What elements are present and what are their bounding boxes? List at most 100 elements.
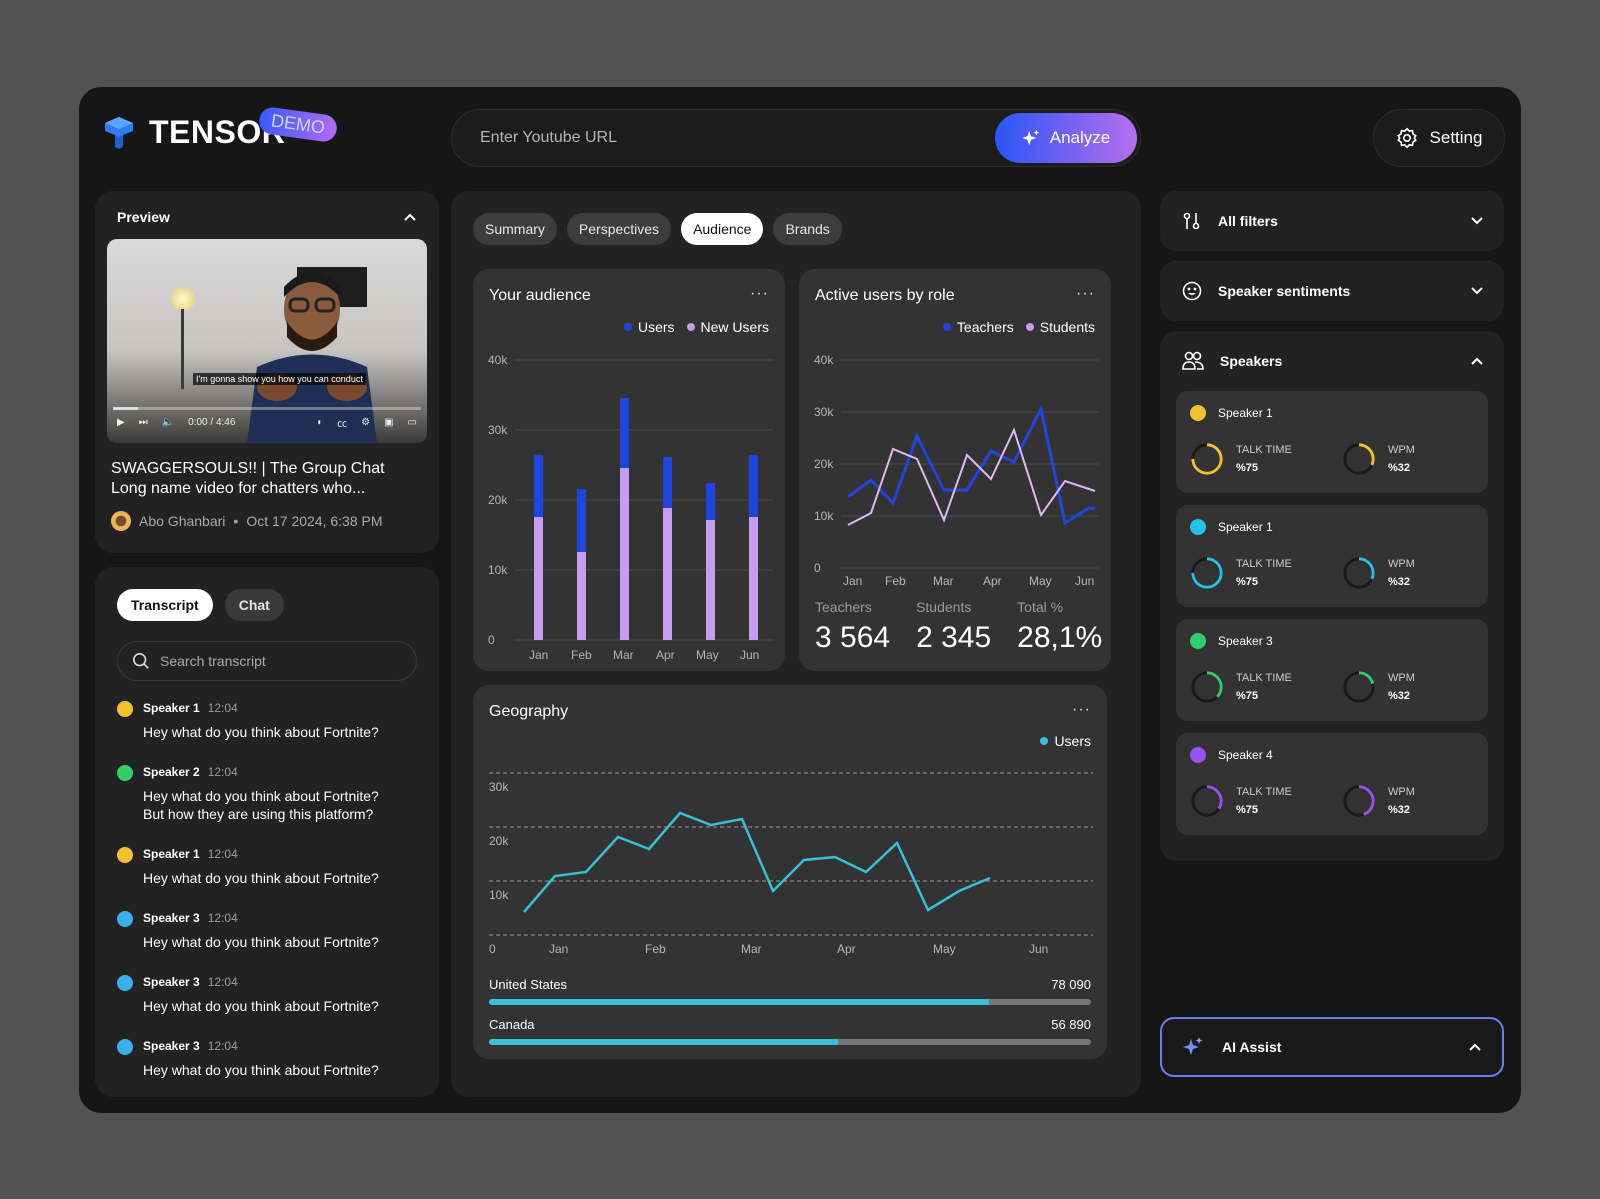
svg-text:20k: 20k (488, 493, 508, 507)
more-options-icon[interactable]: ··· (1076, 285, 1095, 302)
metric-value: %32 (1388, 690, 1411, 702)
stat-label: Total % (1017, 599, 1064, 615)
youtube-url-input[interactable] (452, 129, 995, 147)
message-text: Hey what do you think about Fortnite? (143, 724, 379, 740)
metric-label: TALK TIME (1236, 672, 1292, 684)
svg-text:Mar: Mar (613, 648, 634, 662)
stat-value: 2 345 (916, 621, 992, 654)
speaker-card[interactable]: Speaker 1 TALK TIME %75 WPM %32 (1176, 391, 1488, 493)
metric-value: %75 (1236, 576, 1259, 588)
more-options-icon[interactable]: ··· (750, 285, 769, 302)
wpm-ring-icon (1343, 557, 1375, 589)
theater-icon[interactable]: ▭ (407, 417, 417, 428)
svg-text:20k: 20k (489, 834, 509, 848)
stat-total: Total % 28,1% (1017, 599, 1102, 655)
country-value: 56 890 (1051, 1017, 1091, 1032)
svg-text:Apr: Apr (656, 648, 675, 662)
play-icon[interactable]: ▶ (117, 417, 125, 428)
metric-label: WPM (1388, 444, 1415, 456)
chevron-down-icon (1471, 217, 1483, 225)
filter-icon (1183, 212, 1200, 230)
chevron-up-icon[interactable] (403, 212, 417, 222)
speaker-dot (117, 1039, 133, 1055)
wpm-ring-icon (1343, 671, 1375, 703)
transcript-message: Speaker 1 12:04 Hey what do you think abou… (117, 699, 417, 741)
svg-text:Mar: Mar (741, 942, 762, 956)
talk-time-metric: TALK TIME %75 (1190, 555, 1292, 591)
video-date: Oct 17 2024, 6:38 PM (246, 513, 383, 529)
speaker-dot (117, 911, 133, 927)
speakers-panel: Speakers Speaker 1 TALK TIME %75 WPM %32 S… (1160, 331, 1504, 861)
ai-assist-button[interactable]: AI Assist (1160, 1017, 1504, 1077)
country-value: 78 090 (1051, 977, 1091, 992)
more-options-icon[interactable]: ··· (1072, 701, 1091, 718)
message-speaker: Speaker 1 (143, 701, 200, 715)
role-stats: Teachers 3 564 Students 2 345 Total % 28,1% (815, 599, 1102, 655)
app-window: TENSOR DEMO Analyze Setting Preview (79, 87, 1521, 1113)
tab-transcript[interactable]: Transcript (117, 589, 213, 621)
transcript-message: Speaker 3 12:04 Hey what do you think abou… (117, 909, 417, 951)
audience-card: Your audience ··· Users New Users 40k 30k… (473, 269, 785, 671)
speaker-sentiments-dropdown[interactable]: Speaker sentiments (1160, 261, 1504, 321)
country-progress-bar (489, 999, 1091, 1005)
cc-icon[interactable]: ㏄ (337, 419, 348, 430)
speaker-dot (117, 701, 133, 717)
video-progress-bar[interactable] (113, 407, 421, 410)
svg-text:40k: 40k (488, 353, 508, 367)
wpm-metric: WPM %32 (1342, 783, 1415, 819)
analyze-button[interactable]: Analyze (995, 113, 1137, 163)
speaker-dot (1190, 747, 1206, 763)
autoplay-toggle-icon[interactable]: ◐ (317, 417, 324, 428)
miniplayer-icon[interactable]: ▣ (384, 417, 394, 428)
speaker-name: Speaker 1 (1218, 406, 1273, 420)
speaker-card[interactable]: Speaker 3 TALK TIME %75 WPM %32 (1176, 619, 1488, 721)
tensor-logo-icon (105, 117, 133, 149)
video-meta: Abo Ghanbari • Oct 17 2024, 6:38 PM (95, 499, 439, 531)
tab-chat[interactable]: Chat (224, 589, 284, 621)
video-controls: ▶ ⏭ 🔈 0:00 / 4:46 ◐ ㏄ ⚙ ▣ ▭ (117, 415, 417, 430)
country-progress-bar (489, 1039, 1091, 1045)
all-filters-dropdown[interactable]: All filters (1160, 191, 1504, 251)
speaker-card[interactable]: Speaker 4 TALK TIME %75 WPM %32 (1176, 733, 1488, 835)
setting-button[interactable]: Setting (1373, 109, 1505, 167)
video-player[interactable]: I'm gonna show you how you can conduct ▶… (107, 239, 427, 443)
video-title[interactable]: SWAGGERSOULS!! | The Group Chat Long nam… (111, 460, 385, 497)
metric-label: TALK TIME (1236, 786, 1292, 798)
search-transcript-input[interactable] (160, 653, 416, 669)
volume-icon[interactable]: 🔈 (161, 417, 175, 428)
next-icon[interactable]: ⏭ (138, 417, 148, 428)
talk-time-metric: TALK TIME %75 (1190, 669, 1292, 705)
svg-text:30k: 30k (814, 405, 834, 419)
message-time: 12:04 (207, 847, 238, 861)
role-legend: Teachers Students (942, 319, 1095, 335)
svg-text:Jan: Jan (843, 574, 862, 588)
message-text: Hey what do you think about Fortnite? Bu… (143, 788, 379, 822)
message-time: 12:04 (207, 975, 238, 989)
search-icon (132, 652, 149, 669)
svg-text:Feb: Feb (571, 648, 592, 662)
metric-value: %32 (1388, 462, 1411, 474)
tab-perspectives[interactable]: Perspectives (566, 213, 672, 245)
geography-title: Geography (489, 703, 569, 720)
tab-audience[interactable]: Audience (681, 213, 764, 245)
svg-text:Mar: Mar (933, 574, 954, 588)
chevron-up-icon (1469, 1043, 1481, 1051)
speaker-card[interactable]: Speaker 1 TALK TIME %75 WPM %32 (1176, 505, 1488, 607)
tab-brands[interactable]: Brands (773, 213, 842, 245)
speakers-header[interactable]: Speakers (1160, 331, 1504, 391)
wpm-ring-icon (1343, 785, 1375, 817)
talk-time-ring-icon (1191, 443, 1223, 475)
url-bar: Analyze (451, 109, 1141, 167)
active-users-card: Active users by role ··· Teachers Studen… (799, 269, 1111, 671)
settings-gear-icon[interactable]: ⚙ (361, 417, 371, 428)
message-text: Hey what do you think about Fortnite? (143, 1062, 379, 1078)
country-name: United States (489, 977, 568, 992)
analytics-panel: Summary Perspectives Audience Brands You… (451, 191, 1141, 1097)
legend-users: Users (1054, 733, 1091, 749)
wpm-ring-icon (1343, 443, 1375, 475)
speaker-dot (1190, 633, 1206, 649)
all-filters-label: All filters (1218, 213, 1278, 229)
tab-summary[interactable]: Summary (473, 213, 557, 245)
geo-row-canada: Canada 56 890 (489, 1017, 1091, 1032)
svg-text:10k: 10k (814, 509, 834, 523)
